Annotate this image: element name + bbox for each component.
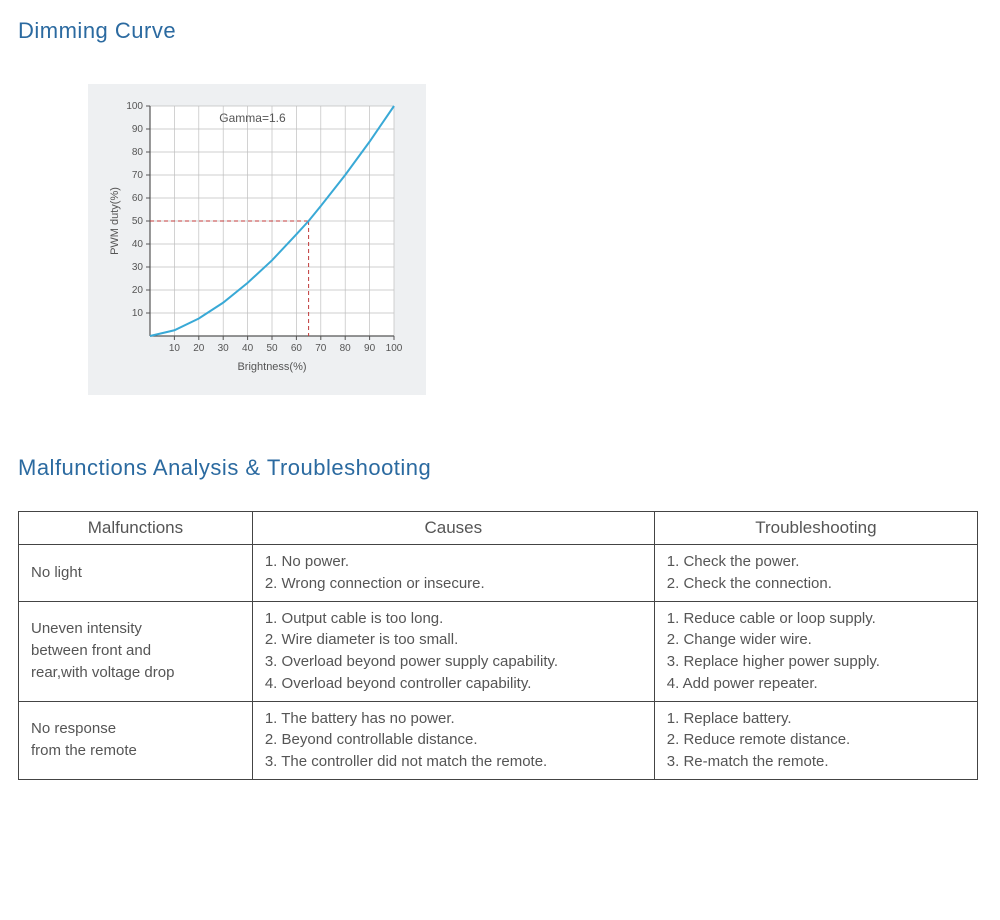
col-header-malfunctions: Malfunctions xyxy=(19,512,253,545)
cell-malfunction: No light xyxy=(19,545,253,602)
svg-text:90: 90 xyxy=(364,343,376,354)
svg-text:80: 80 xyxy=(132,147,144,158)
cell-troubleshooting: 1. Reduce cable or loop supply. 2. Chang… xyxy=(654,601,977,701)
section-title-dimming: Dimming Curve xyxy=(18,18,982,44)
cell-causes: 1. No power. 2. Wrong connection or inse… xyxy=(252,545,654,602)
svg-text:70: 70 xyxy=(132,170,144,181)
svg-text:100: 100 xyxy=(126,101,143,112)
svg-text:30: 30 xyxy=(132,262,144,273)
svg-text:60: 60 xyxy=(132,193,144,204)
cell-malfunction: No response from the remote xyxy=(19,701,253,779)
table-row: Uneven intensity between front and rear,… xyxy=(19,601,978,701)
col-header-causes: Causes xyxy=(252,512,654,545)
svg-text:10: 10 xyxy=(132,308,144,319)
svg-text:20: 20 xyxy=(193,343,205,354)
troubleshooting-table: Malfunctions Causes Troubleshooting No l… xyxy=(18,511,978,780)
svg-text:Brightness(%): Brightness(%) xyxy=(237,361,306,373)
svg-text:50: 50 xyxy=(266,343,278,354)
svg-text:40: 40 xyxy=(132,239,144,250)
svg-text:40: 40 xyxy=(242,343,254,354)
table-row: No response from the remote 1. The batte… xyxy=(19,701,978,779)
svg-text:20: 20 xyxy=(132,285,144,296)
section-title-troubleshooting: Malfunctions Analysis & Troubleshooting xyxy=(18,455,982,481)
cell-causes: 1. Output cable is too long. 2. Wire dia… xyxy=(252,601,654,701)
svg-text:PWM duty(%): PWM duty(%) xyxy=(109,187,121,255)
svg-text:30: 30 xyxy=(218,343,230,354)
cell-troubleshooting: 1. Replace battery. 2. Reduce remote dis… xyxy=(654,701,977,779)
svg-text:100: 100 xyxy=(386,343,403,354)
table-header-row: Malfunctions Causes Troubleshooting xyxy=(19,512,978,545)
svg-text:50: 50 xyxy=(132,216,144,227)
svg-text:10: 10 xyxy=(169,343,181,354)
svg-text:Gamma=1.6: Gamma=1.6 xyxy=(219,111,286,125)
cell-causes: 1. The battery has no power. 2. Beyond c… xyxy=(252,701,654,779)
chart-svg: 10 20 30 40 50 60 70 80 90 100 10 20 30 40 50 60 70 80 90 1… xyxy=(104,96,404,376)
svg-text:90: 90 xyxy=(132,124,144,135)
svg-text:80: 80 xyxy=(340,343,352,354)
dimming-curve-chart: 10 20 30 40 50 60 70 80 90 100 10 20 30 40 50 60 70 80 90 1… xyxy=(88,84,426,395)
svg-text:70: 70 xyxy=(315,343,327,354)
cell-malfunction: Uneven intensity between front and rear,… xyxy=(19,601,253,701)
svg-text:60: 60 xyxy=(291,343,303,354)
table-row: No light 1. No power. 2. Wrong connectio… xyxy=(19,545,978,602)
col-header-troubleshooting: Troubleshooting xyxy=(654,512,977,545)
cell-troubleshooting: 1. Check the power. 2. Check the connect… xyxy=(654,545,977,602)
